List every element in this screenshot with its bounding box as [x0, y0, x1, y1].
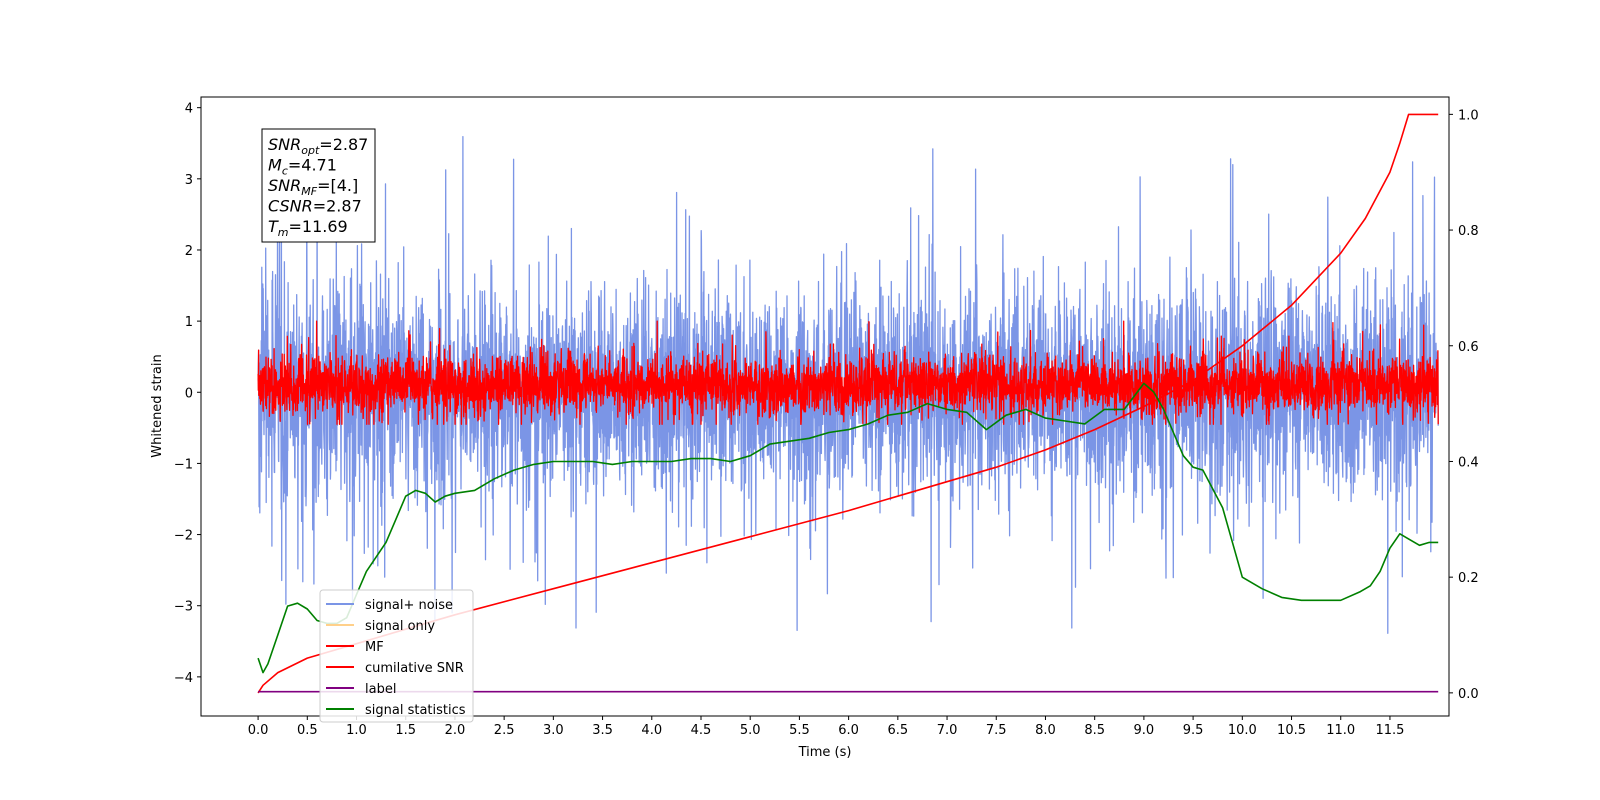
x-tick-label: 9.0: [1134, 723, 1155, 738]
y-tick-label: 3: [185, 173, 193, 188]
x-tick-label: 4.0: [641, 723, 662, 738]
legend-label: MF: [365, 640, 384, 655]
y-tick-label: 4: [185, 102, 193, 117]
series-line-signal-statistics: [257, 382, 1439, 674]
x-tick-label: 10.5: [1277, 723, 1306, 738]
y-tick-label: −4: [174, 671, 193, 686]
annotation-line: SNRMF=[4.]: [268, 176, 358, 198]
x-tick-label: 8.0: [1035, 723, 1056, 738]
x-axis-title: Time (s): [798, 745, 852, 760]
y2-tick-label: 0.6: [1458, 340, 1479, 355]
x-tick-label: 11.0: [1326, 723, 1355, 738]
annotation-line: CSNR=2.87: [268, 197, 362, 216]
x-tick-label: 2.0: [445, 723, 466, 738]
x-tick-label: 6.0: [838, 723, 859, 738]
legend-label: signal only: [365, 619, 435, 634]
legend-label: signal+ noise: [365, 598, 453, 613]
series-line-mf: [257, 320, 1439, 425]
annotation-line: Tm=11.69: [268, 217, 348, 239]
y2-tick-label: 0.2: [1458, 571, 1479, 586]
plot-frame: [200, 96, 1450, 717]
legend-label: label: [365, 682, 396, 697]
x-tick-label: 5.5: [789, 723, 810, 738]
x-tick-label: 1.5: [395, 723, 416, 738]
annotation-line: Mc=4.71: [268, 156, 337, 178]
x-tick-label: 11.5: [1375, 723, 1404, 738]
x-tick-label: 4.5: [691, 723, 712, 738]
legend-label: signal statistics: [365, 703, 466, 718]
stats-annotation-box: SNRopt=2.87Mc=4.71SNRMF=[4.]CSNR=2.87Tm=…: [261, 128, 376, 243]
y2-tick-label: 0.4: [1458, 455, 1479, 470]
x-tick-label: 8.5: [1084, 723, 1105, 738]
x-tick-label: 2.5: [494, 723, 515, 738]
x-tick-label: 9.5: [1183, 723, 1204, 738]
legend: signal+ noise signal only MF cumilative SNR…: [319, 589, 474, 723]
x-tick-label: 3.0: [543, 723, 564, 738]
x-tick-label: 3.5: [592, 723, 613, 738]
annotation-frame: [261, 128, 376, 243]
x-tick-label: 1.0: [346, 723, 367, 738]
y-tick-label: −2: [174, 529, 193, 544]
annotation-line: SNRopt=2.87: [268, 135, 368, 157]
y-tick-label: 0: [185, 386, 193, 401]
legend-label: cumilative SNR: [365, 661, 464, 676]
y-axis-title: Whitened strain: [150, 354, 165, 457]
y-tick-label: −3: [174, 600, 193, 615]
x-tick-label: 0.0: [248, 723, 269, 738]
y-tick-label: 1: [185, 315, 193, 330]
y-tick-label: 2: [185, 244, 193, 259]
x-tick-label: 5.0: [740, 723, 761, 738]
y2-tick-label: 0.0: [1458, 687, 1479, 702]
y2-tick-label: 1.0: [1458, 108, 1479, 123]
x-tick-label: 7.5: [986, 723, 1007, 738]
x-tick-label: 7.0: [937, 723, 958, 738]
x-tick-label: 10.0: [1228, 723, 1257, 738]
y-tick-label: −1: [174, 457, 193, 472]
x-tick-label: 6.5: [887, 723, 908, 738]
y2-tick-label: 0.8: [1458, 224, 1479, 239]
x-axis: 0.0 0.5 1.0 1.5 2.0 2.5 3.0 3.5 4.0 4.5 5.0 5.5 6.0 6…: [248, 716, 1404, 738]
y-axis-right: 1.0 0.8 0.6 0.4 0.2 0.0: [1449, 108, 1479, 702]
x-tick-label: 0.5: [297, 723, 318, 738]
legend-frame: [319, 589, 474, 723]
y-axis-left: 4 3 2 1 0 −1 −2 −3 −4: [174, 102, 201, 686]
